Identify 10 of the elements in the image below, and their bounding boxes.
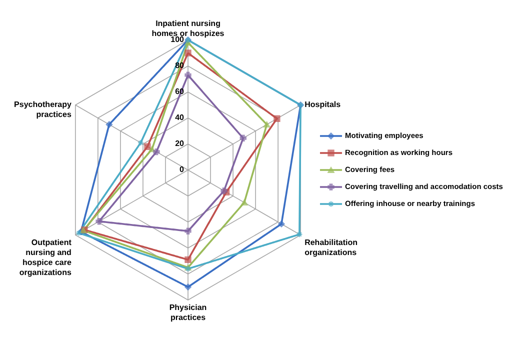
- spoke-label: Rehabilitation organizations: [304, 238, 358, 257]
- spoke-label: Physician practices: [169, 303, 207, 322]
- spoke-label: Inpatient nursing homes or hospizes: [152, 19, 225, 38]
- y-tick-label: 100: [170, 35, 185, 44]
- y-tick-label: 40: [175, 113, 185, 122]
- y-tick-label: 0: [180, 165, 185, 174]
- y-tick-label: 20: [175, 139, 185, 148]
- spoke-label: Outpatient nursing and hospice care organizations: [19, 238, 72, 277]
- spoke-label: Psychotherapy practices: [14, 100, 72, 119]
- spoke-label: Hospitals: [304, 100, 342, 109]
